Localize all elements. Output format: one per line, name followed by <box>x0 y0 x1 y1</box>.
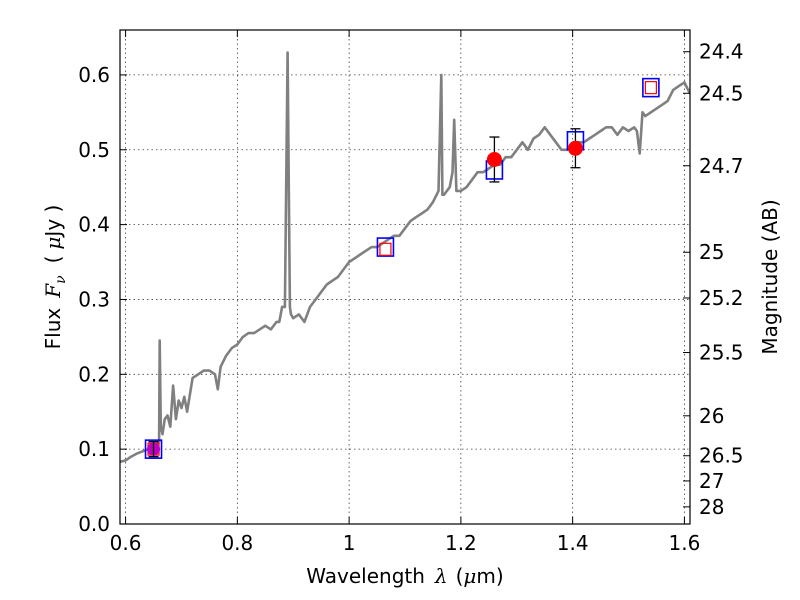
y-axis-unit-mu: μ <box>41 237 65 250</box>
plot-area <box>120 51 690 464</box>
y-tick-label: 0.0 <box>78 512 110 536</box>
y-tick-label: 0.2 <box>78 362 110 386</box>
y-tick-label: 0.3 <box>78 287 110 311</box>
x-axis-unit-mu: μ <box>463 564 476 588</box>
mag-tick-label: 24.7 <box>699 154 744 178</box>
y-tick-label: 0.5 <box>78 138 110 162</box>
series-layer <box>120 51 690 464</box>
spectrum-line <box>120 51 690 464</box>
x-tick-label: 1.6 <box>669 531 701 555</box>
x-axis-label: Wavelength λ (μm) <box>306 564 503 588</box>
mag-tick-label: 24.4 <box>699 40 744 64</box>
y-axis-label: Flux Fν ( μJy ) <box>41 205 69 350</box>
mag-tick-label: 27 <box>699 469 724 493</box>
mag-tick-label: 26.5 <box>699 444 744 468</box>
red-point <box>567 140 583 156</box>
x-tick-label: 1 <box>343 531 356 555</box>
y-axis-nu: ν <box>53 275 69 284</box>
red-point <box>486 151 502 167</box>
red-square-marker <box>644 81 657 95</box>
x-tick-label: 1.4 <box>557 531 589 555</box>
y-axis-label-prefix: Flux <box>41 308 65 350</box>
x-axis-label-prefix: Wavelength <box>306 564 425 588</box>
blue-square-marker <box>376 237 395 257</box>
y-axis-unit-open: ( <box>41 256 65 264</box>
plot-background <box>120 30 690 524</box>
y-tick-label: 0.1 <box>78 437 110 461</box>
plot-frame <box>119 29 691 525</box>
y2-axis-label: Magnitude (AB) <box>758 199 782 354</box>
y-tick-label: 0.6 <box>78 63 110 87</box>
red-square-marker <box>379 242 392 256</box>
mag-tick-label: 25.2 <box>699 286 744 310</box>
blue-square-marker <box>642 77 660 98</box>
x-axis-unit-open: ( <box>456 564 464 588</box>
y-tick-label: 0.4 <box>78 213 110 237</box>
x-tick-label: 1.2 <box>445 531 477 555</box>
blue-square-marker <box>144 439 163 459</box>
x-axis-lambda: λ <box>434 564 448 588</box>
marker-layer <box>144 77 660 459</box>
mag-tick-label: 26 <box>699 404 724 428</box>
mag-tick-label: 25 <box>699 240 724 264</box>
grid-lines <box>120 30 690 524</box>
mag-tick-label: 28 <box>699 495 724 519</box>
mag-tick-label: 24.5 <box>699 81 744 105</box>
y-axis-F: F <box>41 283 65 299</box>
x-tick-label: 0.8 <box>221 531 253 555</box>
mag-tick-label: 25.5 <box>699 341 744 365</box>
y-axis-unit-rest: Jy ) <box>41 205 65 239</box>
x-tick-label: 0.6 <box>110 531 142 555</box>
tick-layer: 0.6 0.8 1 1.2 1.4 1.6 0.0 0.1 0.2 0.3 0.4 0.5 0.6 24.… <box>78 30 744 555</box>
x-axis-unit-rest: m) <box>476 564 503 588</box>
